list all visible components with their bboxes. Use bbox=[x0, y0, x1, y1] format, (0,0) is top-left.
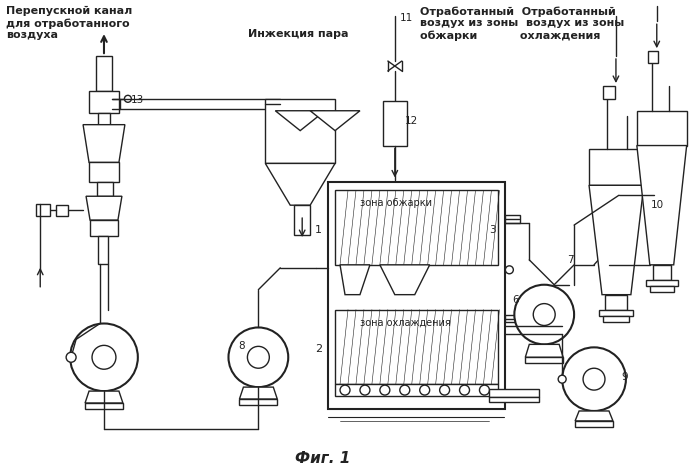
Bar bbox=[489, 397, 539, 402]
Bar bbox=[646, 280, 678, 286]
Circle shape bbox=[505, 266, 513, 274]
Bar bbox=[505, 315, 520, 322]
Bar bbox=[653, 265, 671, 280]
Circle shape bbox=[380, 385, 390, 395]
Circle shape bbox=[340, 385, 350, 395]
Circle shape bbox=[66, 352, 76, 362]
Bar bbox=[648, 51, 658, 63]
Bar bbox=[603, 316, 629, 321]
Text: зона обжарки: зона обжарки bbox=[360, 198, 432, 208]
Circle shape bbox=[559, 375, 566, 383]
Bar bbox=[505, 215, 520, 223]
Circle shape bbox=[400, 385, 410, 395]
Text: 6: 6 bbox=[512, 295, 519, 305]
Bar bbox=[642, 146, 664, 165]
Bar bbox=[335, 310, 498, 384]
Text: 10: 10 bbox=[651, 200, 664, 210]
Polygon shape bbox=[526, 345, 563, 357]
Text: 1: 1 bbox=[315, 225, 322, 235]
Polygon shape bbox=[85, 391, 123, 403]
Circle shape bbox=[533, 304, 555, 326]
Text: 9: 9 bbox=[621, 372, 628, 382]
Circle shape bbox=[247, 346, 269, 368]
Polygon shape bbox=[575, 411, 613, 421]
Polygon shape bbox=[275, 111, 325, 131]
Circle shape bbox=[229, 328, 288, 387]
Bar bbox=[605, 295, 627, 310]
Circle shape bbox=[459, 385, 470, 395]
Bar bbox=[98, 113, 110, 125]
Bar bbox=[240, 399, 278, 405]
Bar bbox=[36, 204, 50, 216]
Polygon shape bbox=[589, 185, 644, 295]
Circle shape bbox=[480, 385, 489, 395]
Polygon shape bbox=[380, 265, 430, 295]
Bar bbox=[266, 99, 335, 164]
Circle shape bbox=[419, 385, 430, 395]
Bar bbox=[526, 357, 563, 363]
Text: 3: 3 bbox=[489, 225, 496, 235]
Bar bbox=[599, 310, 633, 316]
Bar bbox=[383, 101, 407, 146]
Bar bbox=[335, 384, 498, 396]
Text: Фиг. 1: Фиг. 1 bbox=[295, 451, 351, 466]
Bar bbox=[89, 163, 119, 182]
Bar bbox=[575, 421, 613, 427]
Circle shape bbox=[562, 347, 626, 411]
Bar bbox=[98, 236, 108, 264]
Polygon shape bbox=[340, 265, 370, 295]
Polygon shape bbox=[637, 146, 686, 265]
Bar bbox=[85, 403, 123, 409]
Bar bbox=[650, 286, 674, 292]
Text: зона охлаждения: зона охлаждения bbox=[360, 318, 451, 328]
Text: Отработанный  Отработанный
воздух из зоны  воздух из зоны
обжарки           охла: Отработанный Отработанный воздух из зоны… bbox=[419, 6, 624, 41]
Circle shape bbox=[70, 323, 138, 391]
Bar bbox=[96, 56, 112, 91]
Bar bbox=[489, 389, 539, 397]
Polygon shape bbox=[240, 387, 278, 399]
Bar bbox=[589, 148, 644, 185]
Bar bbox=[90, 220, 118, 236]
Text: Инжекция пара: Инжекция пара bbox=[248, 29, 349, 39]
Bar bbox=[603, 86, 615, 99]
Text: 7: 7 bbox=[567, 255, 574, 265]
Bar bbox=[89, 91, 119, 113]
Text: 2: 2 bbox=[315, 345, 322, 355]
Text: 11: 11 bbox=[400, 13, 413, 23]
Polygon shape bbox=[83, 125, 125, 163]
Text: 12: 12 bbox=[405, 116, 418, 126]
Bar bbox=[637, 111, 686, 146]
Circle shape bbox=[92, 346, 116, 369]
Text: 13: 13 bbox=[131, 95, 144, 105]
Circle shape bbox=[440, 385, 449, 395]
Bar bbox=[335, 190, 498, 265]
Circle shape bbox=[360, 385, 370, 395]
Polygon shape bbox=[266, 164, 335, 205]
Bar bbox=[328, 182, 505, 409]
Polygon shape bbox=[86, 196, 122, 220]
Bar bbox=[56, 205, 68, 216]
Bar bbox=[97, 182, 113, 196]
Circle shape bbox=[583, 368, 605, 390]
Text: Перепускной канал
для отработанного
воздуха: Перепускной канал для отработанного возд… bbox=[6, 6, 133, 40]
Text: 8: 8 bbox=[238, 341, 245, 351]
Polygon shape bbox=[310, 111, 360, 131]
Circle shape bbox=[514, 285, 574, 345]
Circle shape bbox=[124, 95, 131, 102]
Bar bbox=[599, 185, 619, 205]
Bar bbox=[294, 205, 310, 235]
